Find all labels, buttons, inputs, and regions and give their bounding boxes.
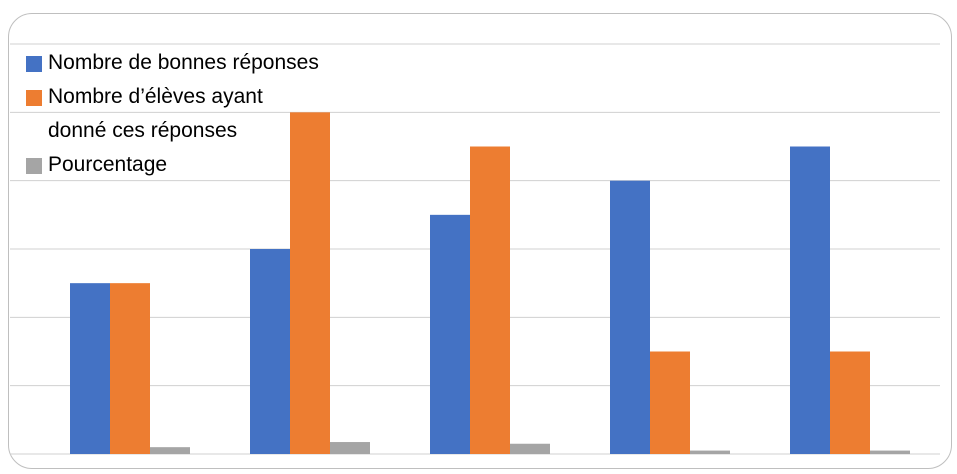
legend-item-nombre-eleves: Nombre d’élèves ayant donné ces réponses [26, 80, 326, 148]
legend-item-pourcentage: Pourcentage [26, 148, 326, 182]
legend-item-bonnes-reponses: Nombre de bonnes réponses [26, 46, 326, 80]
legend-swatch-blue [26, 56, 42, 72]
bar-series-0-cat-2 [430, 214, 470, 454]
bar-series-2-cat-1 [330, 442, 370, 454]
bar-series-0-cat-3 [610, 180, 650, 454]
legend-label: Nombre d’élèves ayant donné ces réponses [48, 85, 263, 142]
bar-series-1-cat-0 [110, 283, 150, 454]
legend-label: Nombre de bonnes réponses [48, 51, 319, 74]
bar-series-1-cat-3 [650, 351, 690, 454]
bar-series-1-cat-1 [290, 112, 330, 454]
bar-series-0-cat-4 [790, 146, 830, 454]
bar-series-0-cat-0 [70, 283, 110, 454]
legend-swatch-orange [26, 90, 42, 106]
legend: Nombre de bonnes réponses Nombre d’élève… [26, 46, 326, 182]
bar-series-1-cat-2 [470, 146, 510, 454]
bar-series-2-cat-3 [690, 450, 730, 454]
bar-series-0-cat-1 [250, 249, 290, 454]
legend-label: Pourcentage [48, 153, 168, 176]
bar-series-2-cat-0 [150, 447, 190, 454]
legend-swatch-gray [26, 158, 42, 174]
bar-series-2-cat-4 [870, 450, 910, 454]
bar-series-1-cat-4 [830, 351, 870, 454]
bar-series-2-cat-2 [510, 443, 550, 454]
